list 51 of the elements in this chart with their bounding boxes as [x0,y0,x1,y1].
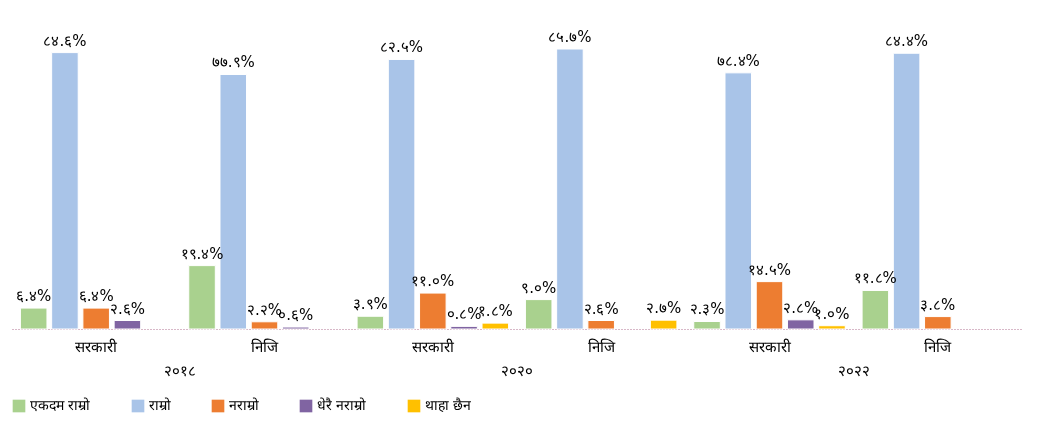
text: २०२० [501,362,533,380]
legend-label: राम्रो [149,397,171,413]
data-label: १४.५% [747,260,792,279]
bar [19,307,48,330]
data-label: ८२.५% [380,38,424,57]
bar [481,322,510,330]
bar [861,289,890,330]
data-label: ११.०% [411,272,455,291]
data-label: ८४.४% [885,32,929,51]
bar [524,299,553,330]
data-label: २.३% [689,300,725,319]
bar [786,319,815,330]
bar [250,321,279,330]
bar [113,320,142,330]
bar [51,52,79,330]
data-label: ८५.७% [548,28,592,46]
data-label: ८४.६% [43,31,87,50]
x-tick-label: निजि [587,337,616,356]
data-label: ७८.४% [716,51,760,70]
bar [450,325,478,330]
data-label: ६.४% [16,287,52,306]
legend-label: एकदम राम्रो [30,397,91,413]
text: २०१८ [164,362,197,380]
bar [419,292,447,330]
data-label: १९.४% [180,244,224,263]
bar [818,325,846,330]
bar [556,48,584,330]
x-tick-label: सरकारी [75,337,119,356]
legend-label: थाहा छैन [425,397,472,413]
data-label: ९.०% [521,278,557,297]
x-tick-label: निजि [924,337,953,356]
text: २०२२ [837,362,870,380]
bar [924,316,952,330]
bar [356,315,385,330]
data-label: ३.९% [352,295,388,314]
legend-label: नराम्रो [229,397,259,413]
bar [587,320,615,330]
x-tick-label: सरकारी [411,337,455,356]
data-label: ३.८% [920,295,956,314]
legend-label: धेरै नराम्रो [317,397,367,413]
x-tick-label: सरकारी [748,337,792,356]
x-tick-label: निजि [251,337,279,356]
data-label: ७७.९% [211,53,255,72]
bar [649,319,678,330]
data-label: ११.८% [853,269,897,288]
bar [755,281,784,330]
bar [82,307,110,330]
bar [188,265,216,330]
data-label: २.६% [583,299,619,318]
bar [693,320,721,330]
data-label: २.७% [646,299,682,318]
